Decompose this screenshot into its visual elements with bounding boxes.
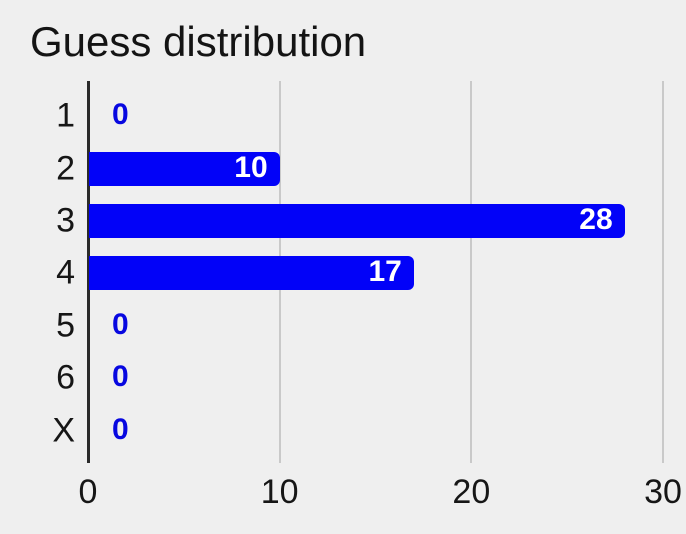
bar-value-label: 10 bbox=[234, 150, 268, 184]
category-label: 2 bbox=[56, 148, 75, 187]
x-tick-label: 30 bbox=[644, 473, 682, 511]
bar-value-label: 0 bbox=[112, 307, 129, 341]
category-label: 3 bbox=[56, 201, 75, 240]
x-tick-label: 20 bbox=[452, 473, 491, 511]
category-label: 5 bbox=[56, 306, 75, 345]
gridline bbox=[470, 81, 473, 463]
bar-value-label: 17 bbox=[368, 255, 402, 289]
category-label: 6 bbox=[56, 358, 75, 397]
category-label: X bbox=[52, 410, 75, 449]
bar-value-label: 0 bbox=[112, 97, 129, 131]
chart-title: Guess distribution bbox=[30, 18, 367, 65]
bar-value-label: 0 bbox=[112, 359, 129, 393]
category-label: 1 bbox=[56, 96, 75, 135]
bar bbox=[89, 151, 280, 186]
y-axis-line bbox=[87, 81, 90, 463]
bar bbox=[89, 204, 625, 238]
gridline bbox=[662, 81, 664, 463]
x-tick-label: 10 bbox=[260, 473, 299, 511]
x-tick-label: 0 bbox=[78, 473, 98, 511]
bar-value-label: 0 bbox=[112, 412, 129, 446]
bar bbox=[89, 256, 414, 291]
bar-value-label: 28 bbox=[579, 202, 613, 236]
category-label: 4 bbox=[56, 253, 75, 292]
